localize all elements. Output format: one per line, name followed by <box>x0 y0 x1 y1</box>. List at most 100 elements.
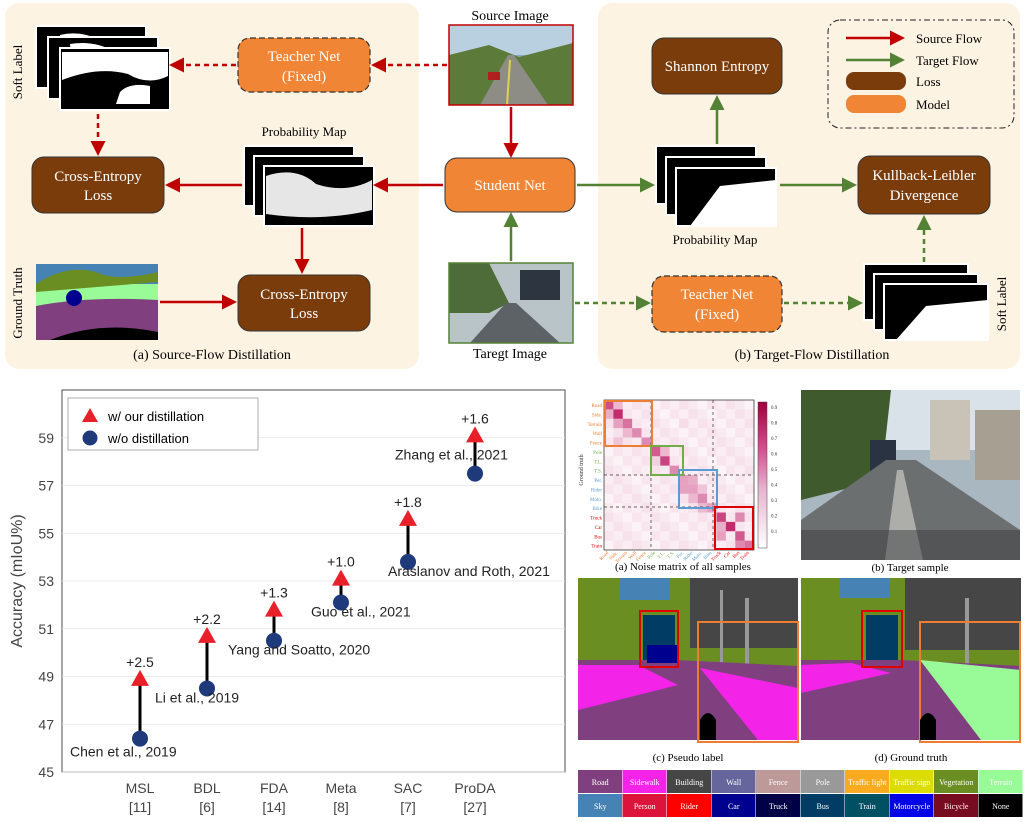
x-tick-label: SAC <box>394 780 423 796</box>
matrix-cell <box>716 540 726 550</box>
matrix-cell <box>622 409 633 419</box>
x-tick-ref: [6] <box>199 799 215 815</box>
matrix-cell <box>707 400 717 410</box>
matrix-cell <box>716 512 726 522</box>
matrix-cell <box>613 521 623 532</box>
matrix-cell <box>641 465 651 475</box>
matrix-cell <box>669 456 679 466</box>
class-swatch-label: Traffic light <box>848 778 887 787</box>
matrix-cell <box>725 409 736 419</box>
chart-y-label: Accuracy (mIoU%) <box>9 514 26 647</box>
matrix-cell <box>716 400 726 410</box>
matrix-cell <box>632 540 642 550</box>
matrix-cell <box>688 437 698 447</box>
class-swatch <box>889 770 934 793</box>
gain-label: +1.0 <box>327 554 355 570</box>
matrix-cell <box>707 456 717 466</box>
matrix-cell <box>660 512 670 522</box>
gain-label: +1.6 <box>461 410 489 426</box>
matrix-cell <box>688 503 698 513</box>
matrix-frame <box>603 399 755 551</box>
matrix-cell <box>669 484 679 494</box>
point-with-distillation <box>265 600 283 617</box>
matrix-cell <box>641 475 651 485</box>
y-tick-label: 47 <box>38 716 54 732</box>
matrix-row-label: Car <box>595 526 603 531</box>
chart-x-ticks: MSL [11] BDL [6] FDA [14] Meta [8] SAC [7] ProDA [2… <box>126 780 497 815</box>
matrix-cell <box>650 475 661 485</box>
matrix-cell <box>725 418 736 429</box>
matrix-cell <box>697 437 708 447</box>
class-swatch <box>934 770 978 793</box>
matrix-cell <box>660 475 670 485</box>
x-tick-label: MSL <box>126 780 155 796</box>
method-label: Chen et al., 2019 <box>70 744 177 760</box>
class-swatch-label: Truck <box>769 802 788 811</box>
colorbar-tick: 0.2 <box>771 515 778 520</box>
x-tick-ref: [14] <box>262 799 285 815</box>
matrix-cell <box>632 512 642 522</box>
matrix-cell <box>641 540 651 550</box>
matrix-cell <box>622 540 633 550</box>
legend-source-flow: Source Flow <box>916 31 983 46</box>
matrix-cell <box>744 437 754 447</box>
matrix-row-labels: Road Side. Terrain Wall Fence Pole T.L. T.S. Per… <box>588 404 603 550</box>
matrix-cell <box>725 484 736 494</box>
matrix-cell <box>735 465 745 475</box>
legend-with-distillation: w/ our distillation <box>107 409 204 424</box>
matrix-cell <box>650 503 661 513</box>
gain-label: +1.3 <box>260 585 288 601</box>
method-label: Zhang et al., 2021 <box>395 447 508 463</box>
gain-label: +2.2 <box>193 611 221 627</box>
method-label: Guo et al., 2021 <box>311 603 411 619</box>
matrix-cell <box>707 428 717 438</box>
class-swatch-label: None <box>992 802 1010 811</box>
matrix-cell <box>744 540 754 550</box>
matrix-cell <box>613 409 623 419</box>
soft-label-stack-right <box>863 263 989 341</box>
matrix-row-label: Bus <box>594 535 602 540</box>
matrix-cell <box>679 540 689 550</box>
matrix-row-label: Road <box>591 404 602 409</box>
method-label: Araslanov and Roth, 2021 <box>388 563 550 579</box>
matrix-cell <box>697 409 708 419</box>
matrix-cell <box>725 512 736 522</box>
legend-loss: Loss <box>916 74 941 89</box>
class-swatch-label: Bus <box>817 802 829 811</box>
class-swatch-label: Sky <box>594 802 606 811</box>
teacher-net-right <box>651 275 783 333</box>
class-swatch <box>978 770 1023 793</box>
ce-loss-2-line1: Cross-Entropy <box>260 287 348 303</box>
matrix-cell <box>622 465 633 475</box>
matrix-cell <box>641 400 651 410</box>
matrix-col-label: Terrain <box>615 551 629 565</box>
matrix-cell <box>613 540 623 550</box>
flow-legend <box>827 19 1015 129</box>
class-swatch <box>578 770 622 793</box>
class-swatch-label: Building <box>675 778 703 787</box>
class-swatch-label: Road <box>592 778 609 787</box>
matrix-cell <box>650 456 661 466</box>
point-with-distillation <box>399 509 417 526</box>
matrix-cell <box>744 475 754 485</box>
matrix-cell <box>632 531 642 541</box>
ground-truth-image <box>36 264 158 340</box>
class-swatch-label: Rider <box>680 802 698 811</box>
matrix-cell <box>632 521 642 532</box>
matrix-cell <box>744 400 754 410</box>
matrix-col-label: Pole <box>647 550 657 560</box>
matrix-cell <box>716 465 726 475</box>
class-swatch <box>756 794 800 817</box>
shannon-entropy-box <box>651 37 783 95</box>
matrix-row-label: Side. <box>592 413 602 418</box>
matrix-cell <box>725 493 736 504</box>
colorbar-tick: 0.1 <box>771 530 778 535</box>
ce-loss-1-line1: Cross-Entropy <box>54 169 142 185</box>
matrix-row-label: T.S. <box>594 470 602 475</box>
matrix-cell <box>641 531 651 541</box>
class-swatch-label: Pole <box>816 778 831 787</box>
class-swatch-label: Terrain <box>989 778 1012 787</box>
matrix-cell <box>660 456 670 466</box>
matrix-cell <box>688 446 698 457</box>
matrix-cell <box>697 456 708 466</box>
